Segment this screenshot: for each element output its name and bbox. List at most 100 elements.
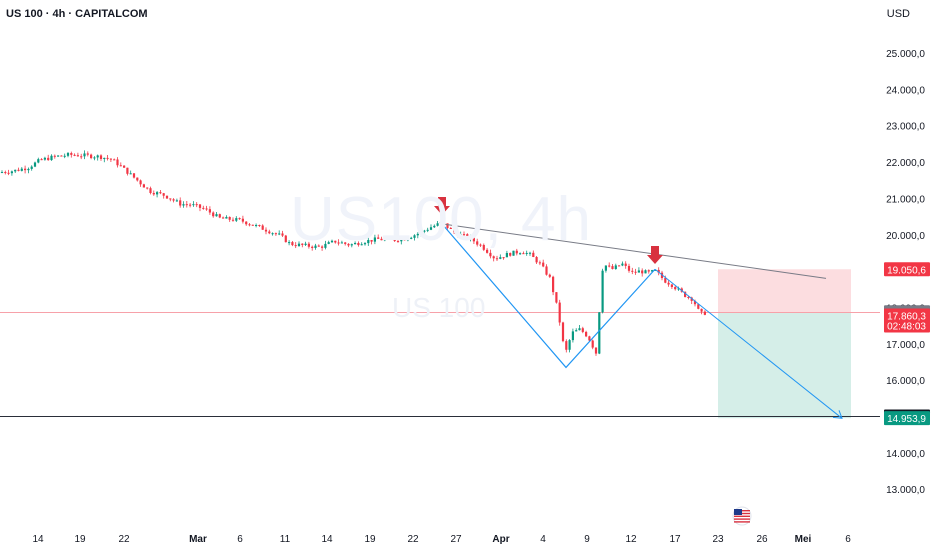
candle-body <box>667 282 670 285</box>
candle-body <box>317 245 320 247</box>
candle-body <box>159 192 162 194</box>
candle-body <box>7 172 10 174</box>
candle-body <box>60 155 63 157</box>
candle-body <box>585 331 588 337</box>
sell-arrow-first-peak <box>434 197 450 215</box>
candle-body <box>641 270 644 274</box>
price-label-text-last: 17.860,3 <box>887 312 926 323</box>
candle-body <box>116 159 119 166</box>
candle-body <box>396 240 400 242</box>
candle-body <box>486 249 489 253</box>
candle-body <box>324 243 327 248</box>
candle-body <box>433 225 436 228</box>
candle-body <box>357 242 360 246</box>
candle-body <box>495 258 499 260</box>
x-tick-label: 4 <box>540 534 546 545</box>
candle-body <box>390 237 393 240</box>
candle-body <box>202 207 205 209</box>
candle-body <box>436 223 439 226</box>
candle-body <box>255 225 258 227</box>
candle-body <box>594 347 598 354</box>
candle-body <box>449 228 452 230</box>
candle-body <box>268 231 271 234</box>
candle-body <box>274 233 277 235</box>
candle-body <box>70 153 73 155</box>
candle-body <box>611 266 614 270</box>
candle-body <box>17 169 20 171</box>
candle-body <box>469 237 472 239</box>
candle-body <box>241 218 244 222</box>
candle-body <box>340 242 343 244</box>
sell-arrow-second-peak <box>647 246 663 264</box>
candle-body <box>644 270 647 274</box>
y-tick-label: 21.000,0 <box>886 194 925 205</box>
candle-body <box>50 155 53 161</box>
candle-body <box>522 253 525 255</box>
candle-body <box>363 243 367 245</box>
candle-body <box>383 239 386 241</box>
candle-body <box>387 237 390 240</box>
candle-body <box>24 168 27 171</box>
candle-body <box>519 253 522 255</box>
candle-body <box>0 172 4 174</box>
candle-body <box>80 156 83 158</box>
candle-body <box>443 222 446 224</box>
candle-body <box>459 234 462 236</box>
candle-body <box>218 214 221 218</box>
candle-body <box>608 265 611 267</box>
candle-body <box>73 154 76 156</box>
candle-body <box>637 270 640 273</box>
us-flag-stripe <box>734 515 750 517</box>
candle-body <box>482 244 485 250</box>
candle-body <box>20 168 23 171</box>
price-label-text-stop: 19.050,6 <box>887 265 926 276</box>
candle-body <box>413 235 416 238</box>
candle-body <box>334 240 337 243</box>
candle-body <box>162 193 165 196</box>
candle-body <box>57 155 60 157</box>
price-label-last <box>884 308 930 333</box>
candle-body <box>499 257 502 259</box>
candle-body <box>618 265 621 267</box>
symbol-title[interactable]: US 100 · 4h · CAPITALCOM <box>6 8 148 20</box>
candle-body <box>354 242 357 245</box>
candle-body <box>703 311 706 315</box>
candle-body <box>175 200 178 202</box>
x-tick-label: 14 <box>321 534 333 545</box>
y-tick-label: 23.000,0 <box>886 122 925 133</box>
candle-body <box>40 159 43 161</box>
candle-body <box>172 199 175 201</box>
currency-label[interactable]: USD <box>886 8 910 20</box>
x-tick-label: 9 <box>584 534 590 545</box>
candle-body <box>634 271 637 273</box>
candle-body <box>631 270 634 272</box>
candle-body <box>139 180 142 185</box>
candle-body <box>670 284 673 288</box>
candle-body <box>90 154 93 159</box>
candle-body <box>525 252 528 254</box>
candle-body <box>690 297 693 301</box>
resistance-trendline <box>441 223 827 279</box>
candle-body <box>93 157 96 159</box>
candle-body <box>304 243 307 245</box>
candle-body <box>37 159 40 163</box>
candle-body <box>604 265 607 271</box>
candle-body <box>169 198 172 200</box>
candle-body <box>489 252 492 257</box>
candle-body <box>185 204 188 206</box>
candle-body <box>555 292 558 303</box>
candle-body <box>697 304 700 309</box>
candle-body <box>571 331 574 341</box>
candle-body <box>103 157 106 159</box>
candle-body <box>149 188 152 193</box>
risk-zone <box>718 269 851 313</box>
price-label-stop <box>884 262 930 277</box>
candle-body <box>532 252 535 258</box>
candle-body <box>76 155 79 157</box>
x-tick-label: 17 <box>669 534 681 545</box>
candle-body <box>228 216 231 220</box>
candle-body <box>344 242 347 244</box>
candle-body <box>30 166 33 169</box>
candle-body <box>113 159 116 161</box>
